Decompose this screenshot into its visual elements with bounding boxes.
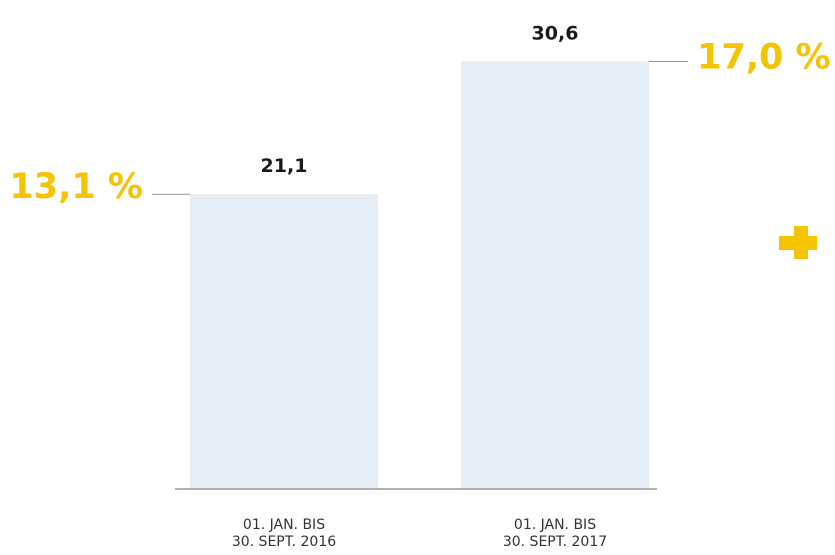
category-label-line: 01. JAN. BIS (514, 517, 596, 533)
category-label-line: 30. SEPT. 2017 (503, 534, 607, 550)
plus-icon-horizontal (779, 236, 817, 250)
bar-2 (461, 61, 649, 490)
bar-value-label-1: 21,1 (261, 155, 308, 177)
bar-1 (190, 194, 378, 489)
category-label-line: 01. JAN. BIS (243, 517, 325, 533)
category-label-2: 01. JAN. BIS 30. SEPT. 2017 (503, 517, 607, 550)
bar-value-label-2: 30,6 (532, 22, 579, 44)
category-label-line: 30. SEPT. 2016 (232, 534, 336, 550)
percent-annotation-2: 17,0 % (697, 37, 831, 77)
plus-icon (779, 226, 817, 259)
category-label-1: 01. JAN. BIS 30. SEPT. 2016 (232, 517, 336, 550)
percent-annotation-1: 13,1 % (9, 167, 143, 207)
